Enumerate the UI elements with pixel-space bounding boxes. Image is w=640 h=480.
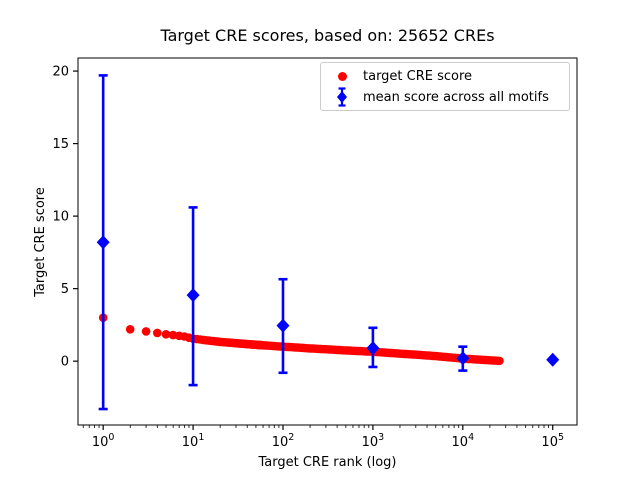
series-target-cre-score xyxy=(98,313,504,366)
x-tick-label: 100 xyxy=(92,432,115,450)
series-mean-score xyxy=(96,74,560,411)
blue-diamond-errorbar-marker-icon xyxy=(321,87,363,107)
y-tick-label: 20 xyxy=(52,65,69,80)
x-tick-label: 102 xyxy=(272,432,295,450)
x-tick-label: 103 xyxy=(362,432,385,450)
y-axis-label: Target CRE score xyxy=(33,187,48,297)
legend-item-label: target CRE score xyxy=(363,68,473,84)
legend-item-target-score: target CRE score xyxy=(321,66,569,87)
x-tick-label: 101 xyxy=(182,432,205,450)
x-axis-label: Target CRE rank (log) xyxy=(258,455,397,470)
y-tick-label: 10 xyxy=(52,210,69,225)
x-tick-label: 104 xyxy=(452,432,475,450)
axes: 100 101 102 103 104 105 0 5 10 15 20 xyxy=(52,57,578,450)
legend-item-mean-score: mean score across all motifs xyxy=(321,87,569,108)
red-circle-marker-icon xyxy=(321,71,363,81)
y-tick-label: 15 xyxy=(52,137,69,152)
x-tick-label: 105 xyxy=(541,432,564,450)
y-tick-label: 0 xyxy=(61,355,69,370)
legend-item-label: mean score across all motifs xyxy=(363,89,549,105)
chart-title: Target CRE scores, based on: 25652 CREs xyxy=(160,26,495,45)
legend: target CRE score mean score across all m… xyxy=(320,62,570,111)
y-tick-label: 5 xyxy=(61,282,69,297)
